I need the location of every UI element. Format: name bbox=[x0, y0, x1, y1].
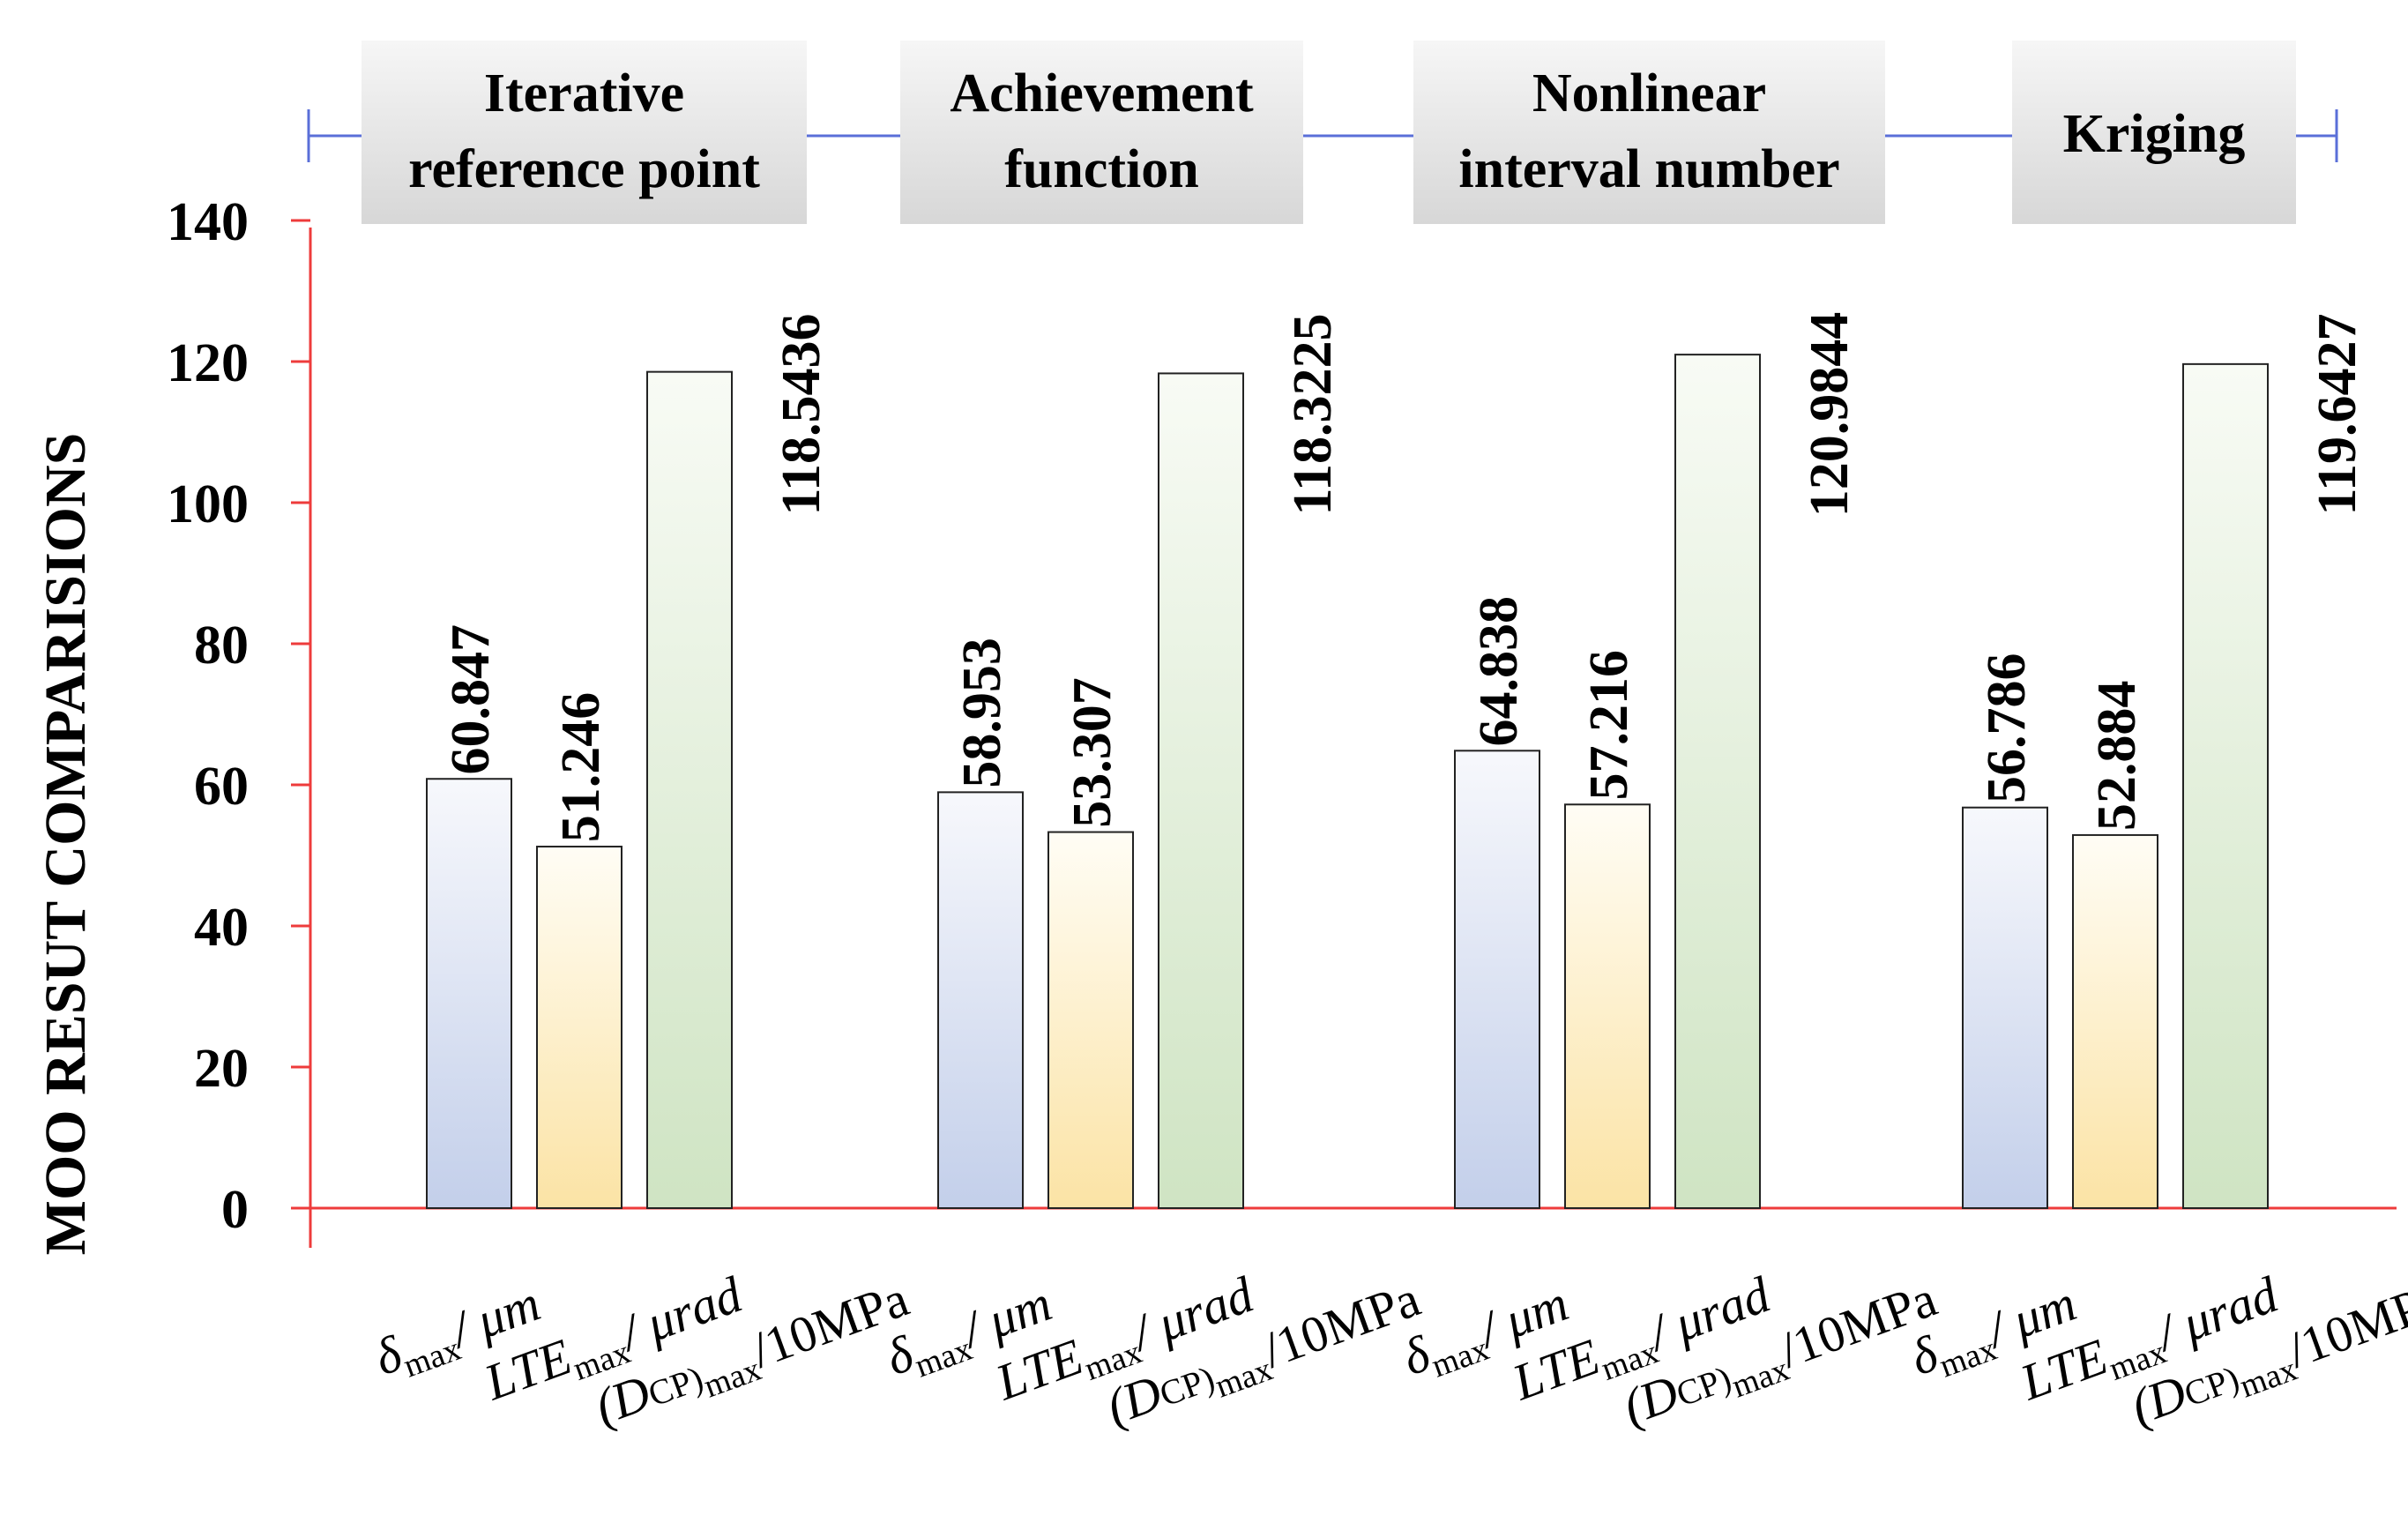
data-label: 119.6427 bbox=[2307, 313, 2367, 515]
bar-DCP_max bbox=[646, 370, 733, 1210]
group-title-line: function bbox=[1004, 139, 1198, 199]
y-axis-title: MOO RESUT COMPARISIONS bbox=[34, 433, 98, 1256]
data-label: 64.838 bbox=[1469, 596, 1529, 747]
bar-delta_max bbox=[1454, 750, 1540, 1209]
group-title-line: Achievement bbox=[950, 63, 1254, 123]
bar-delta_max bbox=[937, 791, 1024, 1209]
group-title-box bbox=[2012, 41, 2296, 224]
y-tick-label: 60 bbox=[194, 757, 249, 817]
bar-delta_max bbox=[1962, 806, 2048, 1209]
bars bbox=[426, 354, 2269, 1210]
data-label: 120.9844 bbox=[1800, 312, 1860, 518]
data-label: 56.786 bbox=[1977, 653, 2037, 803]
group-title-line: Iterative bbox=[484, 63, 684, 123]
group-title-box bbox=[1413, 41, 1885, 224]
data-label: 53.307 bbox=[1062, 677, 1122, 828]
group-title-box bbox=[900, 41, 1303, 224]
bar-DCP_max bbox=[1674, 354, 1761, 1209]
data-label: 60.847 bbox=[441, 624, 501, 775]
y-tick-label: 140 bbox=[167, 192, 249, 252]
bar-delta_max bbox=[426, 778, 512, 1209]
axes: 0 20 40 60 80 100 120 140 bbox=[167, 192, 2397, 1248]
y-tick-label: 120 bbox=[167, 333, 249, 393]
bar-LTE_max bbox=[1564, 803, 1651, 1209]
data-label: 52.884 bbox=[2087, 681, 2147, 832]
data-label: 51.246 bbox=[551, 692, 611, 843]
bar-DCP_max bbox=[2182, 362, 2269, 1209]
y-tick-label: 40 bbox=[194, 898, 249, 958]
group-title-line: Nonlinear bbox=[1532, 63, 1766, 123]
y-tick-label: 0 bbox=[221, 1180, 249, 1240]
data-label: 57.216 bbox=[1579, 650, 1639, 801]
group-title-line: reference point bbox=[408, 139, 760, 199]
y-tick-label: 100 bbox=[167, 474, 249, 534]
group-title-line: Kriging bbox=[2063, 104, 2246, 164]
bar-LTE_max bbox=[2072, 833, 2158, 1209]
bar-LTE_max bbox=[536, 846, 623, 1209]
data-label: 58.953 bbox=[952, 638, 1012, 788]
data-label: 118.5436 bbox=[772, 313, 831, 515]
group-title-line: interval number bbox=[1458, 139, 1839, 199]
y-tick-label: 80 bbox=[194, 616, 249, 675]
data-label: 118.3225 bbox=[1283, 313, 1343, 515]
y-tick-label: 20 bbox=[194, 1039, 249, 1099]
bar-DCP_max bbox=[1158, 372, 1244, 1210]
data-labels: 60.847 51.246 118.5436 58.953 53.307 118.3225… bbox=[441, 312, 2367, 843]
bar-LTE_max bbox=[1047, 831, 1134, 1209]
group-titles: Iterative reference point Achievement funct… bbox=[362, 41, 2296, 224]
group-title-box bbox=[362, 41, 807, 224]
